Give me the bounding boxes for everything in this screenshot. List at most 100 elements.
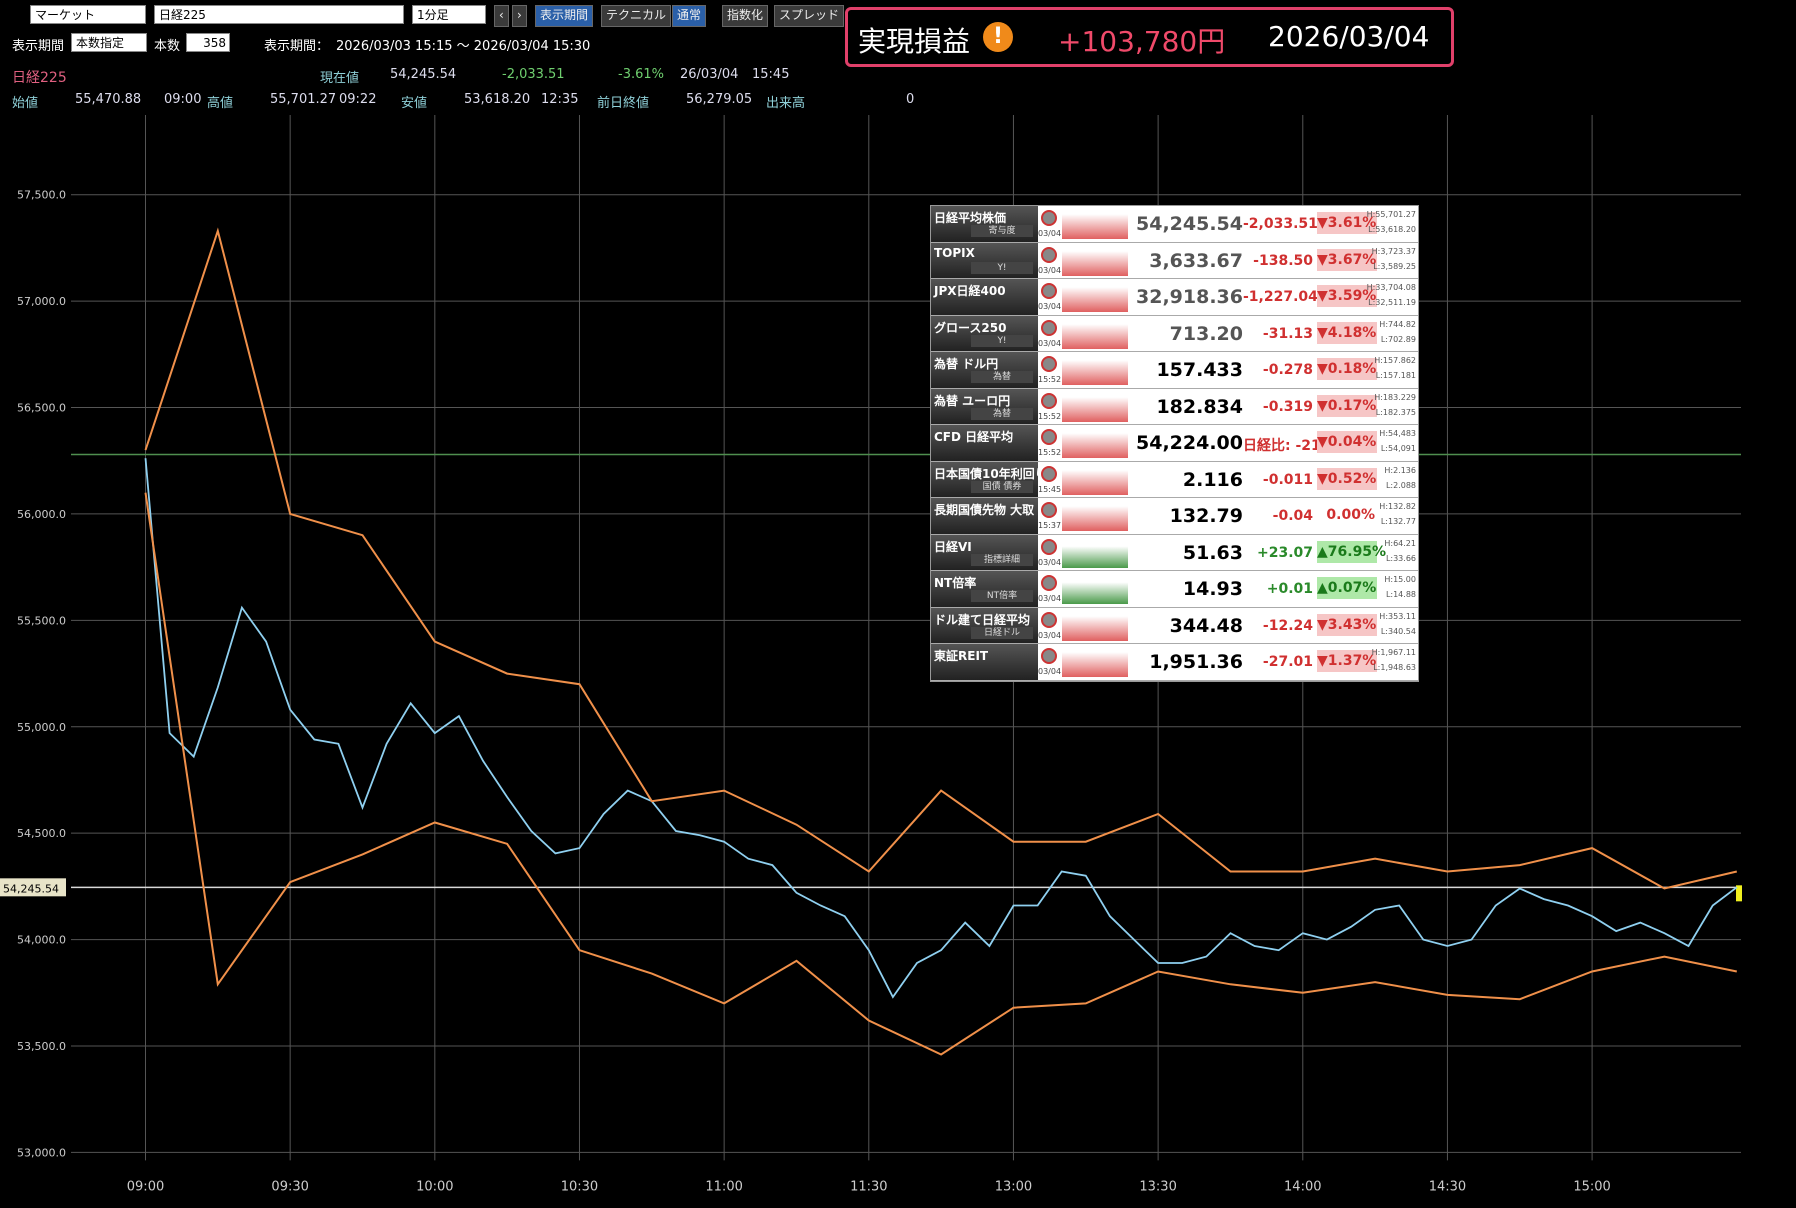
row-value: 32,918.36 <box>1136 286 1243 308</box>
label: 現在値 <box>320 71 360 86</box>
row-value: 132.79 <box>1169 505 1243 527</box>
row-low: L:54,091 <box>1380 444 1416 453</box>
market-select[interactable]: マーケット <box>30 5 146 24</box>
market-row[interactable]: ドル建て日経平均 日経ドル 03/04 344.48 -12.24 ▼3.43% H:353… <box>931 607 1418 644</box>
row-icon <box>1041 502 1057 518</box>
mini-chart <box>1062 536 1128 568</box>
row-low: L:14.88 <box>1385 590 1416 599</box>
market-row[interactable]: TOPIX Y! 03/04 3,633.67 -138.50 ▼3.67% H:3,723… <box>931 242 1418 279</box>
label: 高値 <box>207 96 234 111</box>
row-high: H:55,701.27 <box>1366 210 1416 219</box>
symbol-name: 日経225 <box>12 70 67 86</box>
range-label: 表示期間： <box>264 39 330 54</box>
market-row[interactable]: 長期国債先物 大取 15:37 132.79 -0.04 0.00% H:132.82 L:… <box>931 498 1418 535</box>
symbol-select[interactable]: 日経225 <box>154 5 404 24</box>
pnl-date: 2026/03/04 <box>1268 20 1430 53</box>
row-name: TOPIX <box>934 245 975 260</box>
x-tick-label: 09:30 <box>271 1179 308 1194</box>
row-icon <box>1041 392 1057 409</box>
row-icon <box>1041 538 1057 555</box>
price-marker <box>1736 885 1742 902</box>
market-row[interactable]: 日経平均株価 寄与度 03/04 54,245.54 -2,033.51 ▼3.61% H:… <box>931 206 1418 243</box>
market-row[interactable]: 為替 ドル円 為替 15:52 157.433 -0.278 ▼0.18% H:157.86… <box>931 352 1418 389</box>
tool-button[interactable]: スプレッド <box>774 5 845 27</box>
tool-button[interactable]: 通常 <box>672 5 707 27</box>
row-value: 1,951.36 <box>1149 651 1243 673</box>
row-icon <box>1041 246 1057 263</box>
row-time: 03/04 <box>1038 630 1062 640</box>
row-time: 15:37 <box>1038 521 1062 530</box>
row-name: 東証REIT <box>934 649 989 663</box>
label: 安値 <box>401 96 428 111</box>
count-input[interactable]: 358 <box>186 33 230 52</box>
row-name-bg <box>931 498 1038 534</box>
market-row[interactable]: JPX日経400 03/04 32,918.36 -1,227.04 ▼3.59% H:3… <box>931 279 1418 316</box>
row-time: 03/04 <box>1038 557 1062 567</box>
x-tick-label: 09:00 <box>127 1179 164 1194</box>
mini-chart <box>1062 281 1128 312</box>
next-button[interactable]: › <box>512 5 527 27</box>
period-mode[interactable]: 本数指定 <box>71 33 147 52</box>
tool-button[interactable]: 表示期間 <box>535 5 594 27</box>
x-tick-label: 15:00 <box>1573 1179 1610 1194</box>
row-low: L:3,589.25 <box>1373 261 1416 271</box>
row-icon <box>1041 319 1057 336</box>
market-row[interactable]: CFD 日経平均 15:52 54,224.00 日経比: -21 ▼0.04% H:54… <box>931 425 1418 462</box>
value: 55,470.88 <box>75 92 142 107</box>
row-high: H:1,967.11 <box>1371 648 1416 657</box>
tool-button[interactable]: 指数化 <box>722 5 769 27</box>
row-high: H:744.82 <box>1379 319 1416 329</box>
mini-chart <box>1062 317 1128 349</box>
row-icon <box>1041 283 1057 299</box>
mini-chart <box>1062 646 1128 677</box>
row-name-bg <box>931 279 1038 315</box>
row-high: H:54,483 <box>1379 429 1416 438</box>
row-icon <box>1041 429 1057 445</box>
prev-button[interactable]: ‹ <box>494 5 509 27</box>
market-row[interactable]: 為替 ユーロ円 為替 15:52 182.834 -0.319 ▼0.17% H:183.2… <box>931 388 1418 425</box>
value: 15:45 <box>752 67 790 82</box>
row-change: -0.04 <box>1272 508 1313 524</box>
pnl-box: 実現損益 ! +103,780円 2026/03/04 <box>845 7 1454 67</box>
row-high: H:157.862 <box>1374 356 1416 365</box>
row-low: L:32,511.19 <box>1368 298 1416 307</box>
y-tick-label: 53,500.0 <box>17 1040 66 1053</box>
mini-chart <box>1062 500 1128 531</box>
market-row[interactable]: NT倍率 NT倍率 03/04 14.93 +0.01 ▲0.07% H:15.00 L:14… <box>931 571 1418 608</box>
value: 54,245.54 <box>390 67 457 82</box>
row-name-bg <box>931 425 1038 461</box>
row-pct: 0.00% <box>1317 504 1377 526</box>
row-low: L:340.54 <box>1380 626 1416 636</box>
row-time: 03/04 <box>1038 338 1062 348</box>
row-time: 03/04 <box>1038 667 1062 676</box>
row-low: L:1,948.63 <box>1373 663 1416 672</box>
tool-button[interactable]: テクニカル <box>601 5 672 27</box>
row-sub: 日経ドル <box>971 626 1033 639</box>
row-value: 157.433 <box>1156 359 1243 381</box>
value: 53,618.20 <box>464 92 531 107</box>
value: 09:22 <box>339 92 377 107</box>
value: 0 <box>906 92 915 107</box>
row-high: H:15.00 <box>1384 575 1416 584</box>
row-change: -0.278 <box>1262 362 1313 378</box>
market-row[interactable]: 日本国債10年利回り 国債 債券 15:45 2.116 -0.011 ▼0.52% H:2… <box>931 461 1418 498</box>
row-time: 03/04 <box>1038 229 1062 238</box>
row-sub: 国債 債券 <box>971 480 1033 493</box>
value: 56,279.05 <box>686 92 753 107</box>
market-row[interactable]: 日経VI 指標詳細 03/04 51.63 +23.07 ▲76.95% H:64.21 L:… <box>931 534 1418 571</box>
row-time: 03/04 <box>1038 265 1062 275</box>
row-pct: ▼3.67% <box>1317 248 1377 271</box>
market-row[interactable]: 東証REIT 03/04 1,951.36 -27.01 ▼1.37% H:1,967.1… <box>931 644 1418 681</box>
y-tick-label: 56,500.0 <box>17 402 66 415</box>
row-value: 713.20 <box>1169 322 1243 345</box>
market-row[interactable]: グロース250 Y! 03/04 713.20 -31.13 ▼4.18% H:744.82… <box>931 315 1418 352</box>
row-pct: ▼0.18% <box>1317 358 1377 380</box>
row-sub: 指標詳細 <box>971 553 1033 566</box>
interval-select[interactable]: 1分足 <box>412 5 486 24</box>
row-low: L:182.375 <box>1375 407 1416 417</box>
row-icon <box>1041 648 1057 664</box>
row-low: L:53,618.20 <box>1368 225 1416 234</box>
row-sub: 寄与度 <box>971 225 1033 237</box>
row-low: L:132.77 <box>1380 517 1416 526</box>
mini-chart <box>1062 573 1128 604</box>
